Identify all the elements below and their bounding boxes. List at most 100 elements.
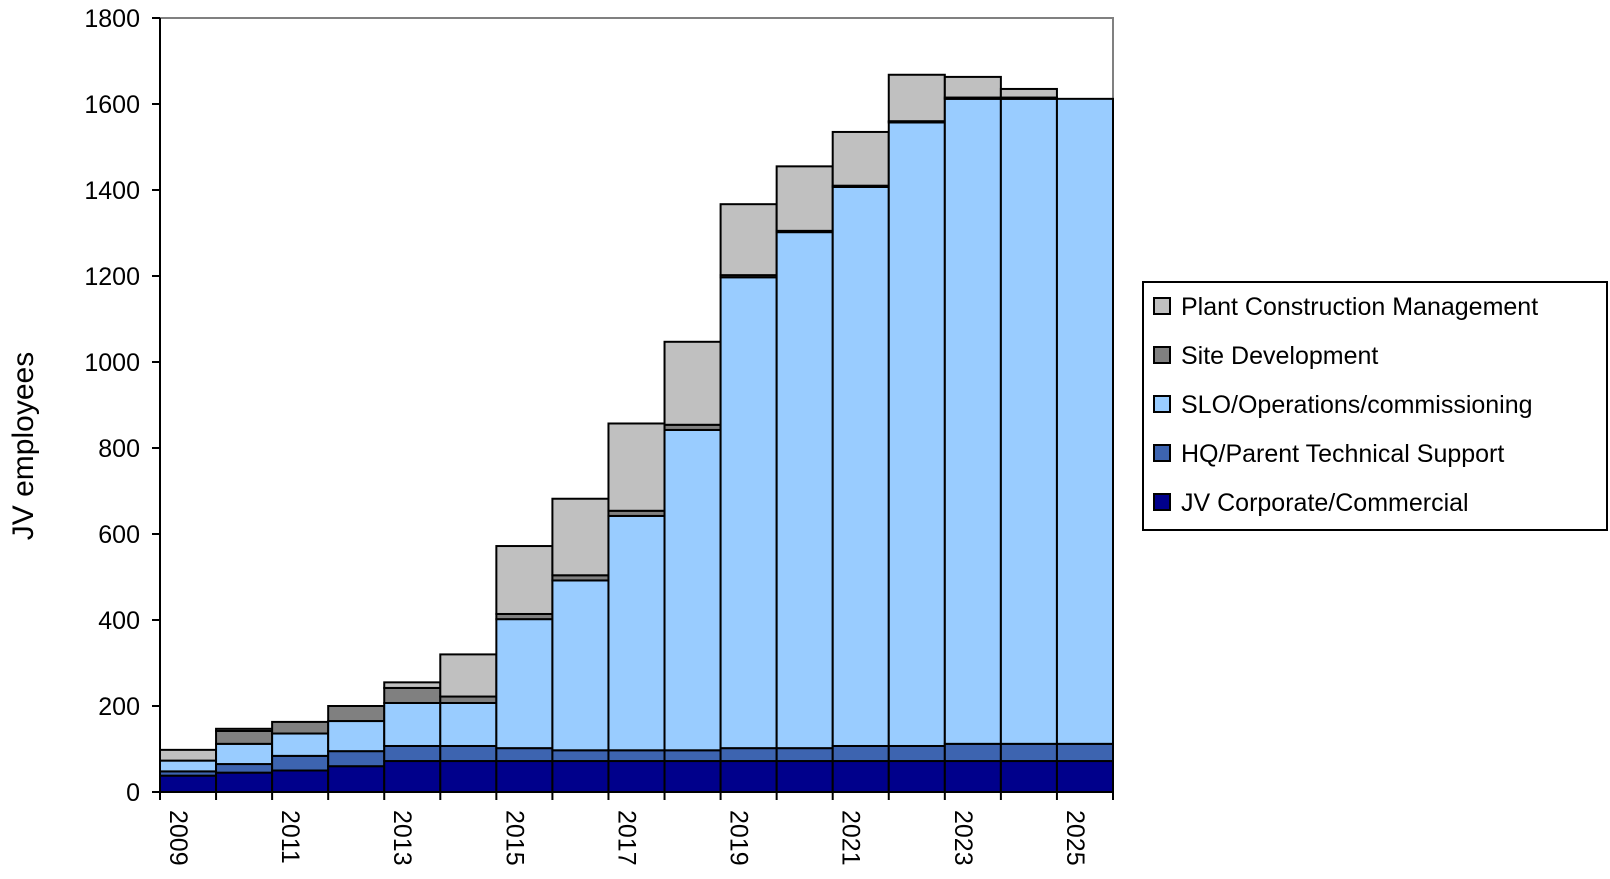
bar-2015-series-2	[495, 618, 554, 750]
x-tick-label-2017: 2017	[612, 810, 640, 866]
bar-2014-series-4	[439, 653, 498, 698]
y-axis-title: JV employees	[7, 352, 40, 540]
bar-2013-series-4	[383, 681, 442, 689]
bar-2019-series-1	[719, 747, 778, 763]
bar-2020-series-4	[775, 165, 834, 232]
bar-2011-series-0	[271, 769, 330, 793]
bars	[159, 73, 1114, 794]
x-tick-label-2015: 2015	[500, 810, 528, 866]
bar-2017-series-0	[607, 760, 666, 793]
bar-2010-series-3	[215, 729, 274, 745]
legend-swatch-1	[1153, 346, 1171, 364]
bar-2021-series-1	[831, 744, 890, 763]
bar-2020-series-2	[775, 231, 834, 750]
bar-2011-series-2	[271, 732, 330, 757]
bar-2023-series-1	[943, 742, 1002, 763]
bar-2012-series-1	[327, 750, 386, 768]
bar-2016-series-0	[551, 760, 610, 793]
bar-2022-series-1	[887, 744, 946, 763]
bar-2013-series-1	[383, 744, 442, 763]
legend-label-3: HQ/Parent Technical Support	[1181, 440, 1504, 468]
legend-box	[1142, 281, 1608, 531]
bar-2013-series-3	[383, 686, 442, 704]
bar-2009-series-4	[159, 748, 218, 762]
bar-2025-series-0	[1055, 760, 1114, 793]
x-tick-label-2021: 2021	[837, 810, 865, 866]
bar-2018-series-2	[663, 428, 722, 752]
bar-2011-series-1	[271, 754, 330, 772]
bar-2014-series-2	[439, 701, 498, 747]
bar-2019-series-4	[719, 203, 778, 277]
legend-swatch-0	[1153, 297, 1171, 315]
bar-2025-series-1	[1055, 742, 1114, 763]
bar-2020-series-0	[775, 760, 834, 793]
bar-2023-series-0	[943, 760, 1002, 793]
bar-2021-series-4	[831, 130, 890, 187]
bar-2024-series-2	[999, 97, 1058, 745]
x-tick-label-2009: 2009	[164, 810, 192, 866]
bar-2024-series-1	[999, 742, 1058, 763]
legend-swatch-4	[1153, 493, 1171, 511]
bar-2017-series-1	[607, 749, 666, 763]
bar-2022-series-4	[887, 73, 946, 123]
x-tick-label-2013: 2013	[388, 810, 416, 866]
bar-2012-series-2	[327, 720, 386, 753]
bar-2010-series-4	[215, 727, 274, 732]
bar-2009-series-0	[159, 774, 218, 793]
bar-2017-series-2	[607, 514, 666, 752]
y-tick-label-200: 200	[98, 693, 140, 721]
bar-2015-series-1	[495, 747, 554, 763]
y-tick-label-0: 0	[126, 779, 140, 807]
bar-2024-series-4	[999, 87, 1058, 99]
legend-label-2: SLO/Operations/commissioning	[1181, 391, 1533, 419]
y-tick-label-600: 600	[98, 521, 140, 549]
x-tick-label-2019: 2019	[725, 810, 753, 866]
legend-label-1: Site Development	[1181, 342, 1378, 370]
bar-2015-series-0	[495, 760, 554, 793]
y-tick-label-400: 400	[98, 607, 140, 635]
bar-2024-series-0	[999, 760, 1058, 793]
bar-2021-series-0	[831, 760, 890, 793]
legend-swatch-3	[1153, 444, 1171, 462]
bar-2014-series-1	[439, 744, 498, 763]
bar-2019-series-2	[719, 276, 778, 750]
x-tick-label-2011: 2011	[276, 810, 304, 864]
bar-2023-series-2	[943, 97, 1002, 745]
y-tick-label-1400: 1400	[84, 177, 140, 205]
bar-2016-series-4	[551, 497, 610, 577]
bar-2013-series-2	[383, 701, 442, 747]
bar-2009-series-2	[159, 759, 218, 773]
bar-2010-series-2	[215, 742, 274, 766]
bar-2022-series-0	[887, 760, 946, 793]
y-tick-label-800: 800	[98, 435, 140, 463]
bar-2014-series-0	[439, 760, 498, 793]
x-tick-label-2025: 2025	[1061, 810, 1089, 866]
y-tick-label-1800: 1800	[84, 5, 140, 33]
x-tick-label-2023: 2023	[949, 810, 977, 866]
bar-2022-series-2	[887, 121, 946, 747]
bar-2025-series-2	[1055, 97, 1114, 745]
y-tick-label-1600: 1600	[84, 91, 140, 119]
y-tick-label-1200: 1200	[84, 263, 140, 291]
bar-2013-series-0	[383, 760, 442, 793]
bar-2016-series-1	[551, 749, 610, 763]
bar-2018-series-0	[663, 760, 722, 793]
legend: Plant Construction Management Site Develo…	[1142, 281, 1608, 531]
bar-2016-series-2	[551, 579, 610, 752]
axes: 0 200 400 600 800 1000 1200 1400 1600 1800 2009 201…	[84, 5, 1114, 866]
legend-label-0: Plant Construction Management	[1181, 293, 1538, 321]
bar-2015-series-4	[495, 545, 554, 615]
bar-2019-series-0	[719, 760, 778, 793]
bar-2018-series-4	[663, 340, 722, 426]
bar-2017-series-4	[607, 422, 666, 512]
legend-swatch-2	[1153, 395, 1171, 413]
bar-2021-series-2	[831, 185, 890, 747]
bar-2010-series-1	[215, 763, 274, 774]
bar-2018-series-1	[663, 749, 722, 763]
bar-2012-series-3	[327, 705, 386, 723]
legend-label-4: JV Corporate/Commercial	[1181, 489, 1469, 517]
bar-2011-series-3	[271, 720, 330, 735]
bar-2023-series-4	[943, 75, 1002, 99]
bar-2020-series-1	[775, 747, 834, 763]
